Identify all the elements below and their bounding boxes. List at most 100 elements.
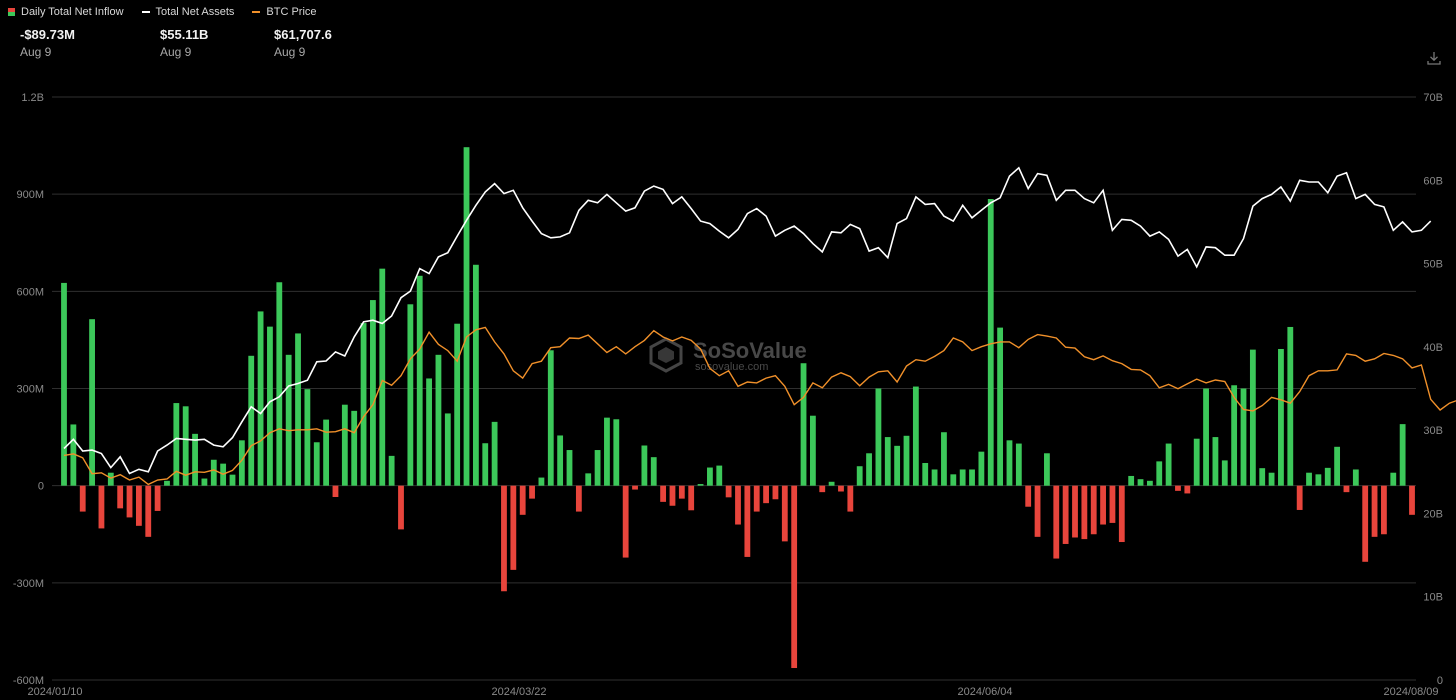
inflow-bar bbox=[978, 451, 985, 486]
inflow-bar bbox=[379, 268, 386, 486]
inflow-bar bbox=[1193, 438, 1200, 486]
inflow-bar bbox=[838, 485, 844, 492]
y-left-tick-label: 1.2B bbox=[21, 92, 44, 104]
readout-assets: $55.11B Aug 9 bbox=[160, 27, 300, 59]
inflow-bar bbox=[398, 485, 404, 530]
y-left-tick-label: 300M bbox=[16, 384, 44, 396]
inflow-bar bbox=[1334, 446, 1341, 486]
inflow-bar bbox=[164, 480, 170, 486]
inflow-bar bbox=[341, 404, 348, 486]
inflow-bar bbox=[941, 432, 947, 486]
inflow-bar bbox=[809, 415, 816, 486]
y-left-tick-label: 600M bbox=[16, 286, 44, 298]
x-tick-label: 2024/06/04 bbox=[957, 686, 1012, 698]
y-right-tick-label: 40B bbox=[1423, 342, 1443, 354]
inflow-bar bbox=[1175, 485, 1181, 491]
y-right-tick-label: 70B bbox=[1423, 92, 1443, 104]
inflow-bar bbox=[1015, 443, 1022, 486]
total-net-assets-line bbox=[63, 166, 1432, 475]
inflow-bar bbox=[89, 319, 95, 486]
inflow-bar bbox=[435, 354, 442, 486]
inflow-bar bbox=[70, 424, 77, 486]
readout-inflow-date: Aug 9 bbox=[20, 45, 52, 59]
y-left-tick-label: 900M bbox=[16, 189, 44, 201]
inflow-bar bbox=[950, 474, 957, 486]
inflow-bar bbox=[894, 445, 901, 486]
inflow-bar bbox=[594, 450, 601, 486]
inflow-bar bbox=[454, 323, 461, 486]
inflow-bar bbox=[1146, 480, 1153, 486]
inflow-bar bbox=[707, 467, 713, 486]
legend-item-btc-price[interactable]: BTC Price bbox=[252, 6, 317, 18]
inflow-bar bbox=[416, 275, 423, 486]
watermark-name: SoSoValue bbox=[693, 338, 807, 363]
inflow-bar bbox=[388, 455, 395, 486]
legend-item-daily-inflow[interactable]: Daily Total Net Inflow bbox=[8, 6, 124, 18]
inflow-bar bbox=[238, 440, 245, 486]
inflow-bar bbox=[1006, 440, 1013, 486]
inflow-bar bbox=[697, 484, 704, 486]
inflow-bar bbox=[912, 386, 919, 486]
inflow-bar bbox=[192, 433, 198, 486]
inflow-bar bbox=[1362, 485, 1369, 562]
y-right-tick-label: 50B bbox=[1423, 259, 1443, 271]
inflow-bar bbox=[1324, 467, 1331, 486]
inflow-bar bbox=[1025, 485, 1032, 507]
inflow-bar bbox=[519, 485, 526, 515]
inflow-bar bbox=[1240, 388, 1247, 486]
inflow-bar bbox=[501, 485, 507, 592]
download-icon[interactable] bbox=[1426, 50, 1442, 66]
legend-label-total-assets: Total Net Assets bbox=[155, 6, 235, 18]
inflow-bar bbox=[903, 435, 910, 486]
inflow-bar bbox=[1044, 453, 1050, 486]
inflow-bar bbox=[463, 147, 470, 486]
inflow-bar bbox=[276, 282, 283, 486]
inflow-bar bbox=[744, 485, 751, 557]
y-left-tick-label: -300M bbox=[13, 578, 44, 590]
inflow-bar bbox=[688, 485, 695, 511]
legend-label-btc-price: BTC Price bbox=[266, 6, 317, 18]
inflow-bar bbox=[931, 469, 938, 486]
inflow-bar bbox=[267, 326, 273, 486]
inflow-bar bbox=[1221, 460, 1228, 486]
chart-legend: Daily Total Net Inflow Total Net Assets … bbox=[8, 6, 335, 18]
legend-item-total-assets[interactable]: Total Net Assets bbox=[141, 6, 235, 18]
y-left-tick-label: -600M bbox=[13, 675, 44, 687]
inflow-bar bbox=[1100, 485, 1106, 525]
inflow-bar bbox=[1081, 485, 1088, 540]
inflow-bar bbox=[753, 485, 760, 512]
inflow-bar bbox=[126, 485, 133, 518]
inflow-bar bbox=[79, 485, 86, 512]
readout-inflow-value: -$89.73M bbox=[20, 27, 75, 42]
inflow-bar bbox=[557, 435, 564, 486]
inflow-bar bbox=[1137, 479, 1144, 486]
inflow-bar bbox=[351, 410, 358, 486]
inflow-bar bbox=[61, 282, 67, 486]
x-tick-label: 2024/08/09 bbox=[1383, 686, 1438, 698]
inflow-bar bbox=[585, 473, 592, 486]
inflow-bar bbox=[1399, 424, 1406, 486]
inflow-bar bbox=[735, 485, 741, 525]
inflow-bar bbox=[1203, 388, 1209, 486]
inflow-bar bbox=[135, 485, 142, 526]
legend-swatch-assets bbox=[141, 11, 150, 13]
inflow-bar bbox=[716, 465, 723, 486]
inflow-bar bbox=[613, 419, 620, 486]
inflow-bar bbox=[360, 323, 367, 486]
inflow-bar bbox=[1156, 461, 1163, 486]
inflow-bar bbox=[1118, 485, 1125, 543]
inflow-bar bbox=[407, 304, 414, 486]
watermark-url: sosovalue.com bbox=[695, 361, 768, 373]
y-right-tick-label: 0 bbox=[1437, 675, 1443, 687]
y-right-tick-label: 30B bbox=[1423, 425, 1443, 437]
inflow-bar bbox=[791, 485, 798, 669]
inflow-bar bbox=[819, 485, 826, 493]
inflow-bar bbox=[285, 354, 292, 486]
x-ticks: 2024/01/10 2024/03/22 2024/06/04 2024/08/09 bbox=[27, 686, 1438, 698]
inflow-bar bbox=[781, 485, 788, 542]
y-right-ticks: 0 10B 20B 30B 40B 50B 60B 70B bbox=[1423, 92, 1443, 687]
inflow-bar bbox=[1090, 485, 1097, 535]
inflow-bar bbox=[875, 388, 882, 486]
inflow-bar bbox=[632, 485, 638, 490]
